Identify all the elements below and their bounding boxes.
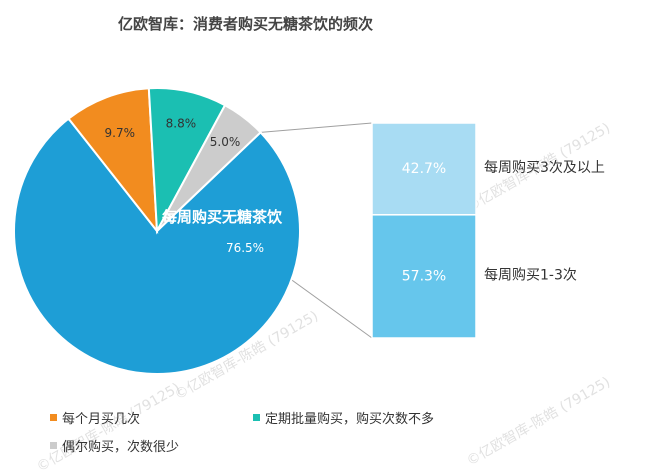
legend-label-偶尔购买-次数很少: 偶尔购买，次数很少 bbox=[62, 439, 179, 455]
pie-label-每周购买无糖茶饮: 76.5% bbox=[226, 241, 264, 255]
legend-swatch-偶尔购买-次数很少 bbox=[50, 442, 57, 449]
breakdown-segment-每周购买3次及以上 bbox=[371, 122, 477, 216]
breakdown-label-每周购买3次及以上: 每周购买3次及以上 bbox=[484, 160, 605, 176]
breakdown-value-每周购买1-3次: 57.3% bbox=[402, 268, 446, 284]
pie-label-每个月买几次: 9.7% bbox=[105, 126, 136, 140]
legend-swatch-每个月买几次 bbox=[50, 414, 57, 421]
pie-slices bbox=[13, 87, 302, 375]
pie-label-偶尔购买-次数很少: 5.0% bbox=[210, 135, 241, 149]
watermark-4: ©亿欧智库-陈皓 (79125) bbox=[464, 373, 614, 469]
breakdown-stacked-bar: 42.7% 每周购买3次及以上 57.3% 每周购买1-3次 bbox=[371, 122, 605, 339]
breakdown-label-每周购买1-3次: 每周购买1-3次 bbox=[484, 267, 577, 283]
breakdown-segment-每周购买1-3次 bbox=[371, 214, 477, 339]
breakdown-value-每周购买3次及以上: 42.7% bbox=[402, 161, 446, 177]
legend-label-每个月买几次: 每个月买几次 bbox=[62, 411, 140, 427]
pie-labels: 76.5% 9.7% 8.8% 5.0% bbox=[105, 117, 265, 255]
chart-title: 亿欧智库：消费者购买无糖茶饮的频次 bbox=[118, 15, 373, 33]
connector-top bbox=[260, 122, 373, 133]
pie-slice-偶尔购买-次数很少 bbox=[156, 103, 262, 232]
legend-swatch-定期批量购买-购买次数不多 bbox=[253, 414, 260, 421]
center-label: 每周购买无糖茶饮 bbox=[162, 208, 283, 226]
pie-slice-每周购买无糖茶饮 bbox=[13, 117, 302, 375]
legend-label-定期批量购买-购买次数不多: 定期批量购买，购买次数不多 bbox=[265, 411, 434, 427]
pie-slice-每个月买几次 bbox=[67, 87, 159, 235]
pie-label-定期批量购买-购买次数不多: 8.8% bbox=[166, 117, 197, 131]
